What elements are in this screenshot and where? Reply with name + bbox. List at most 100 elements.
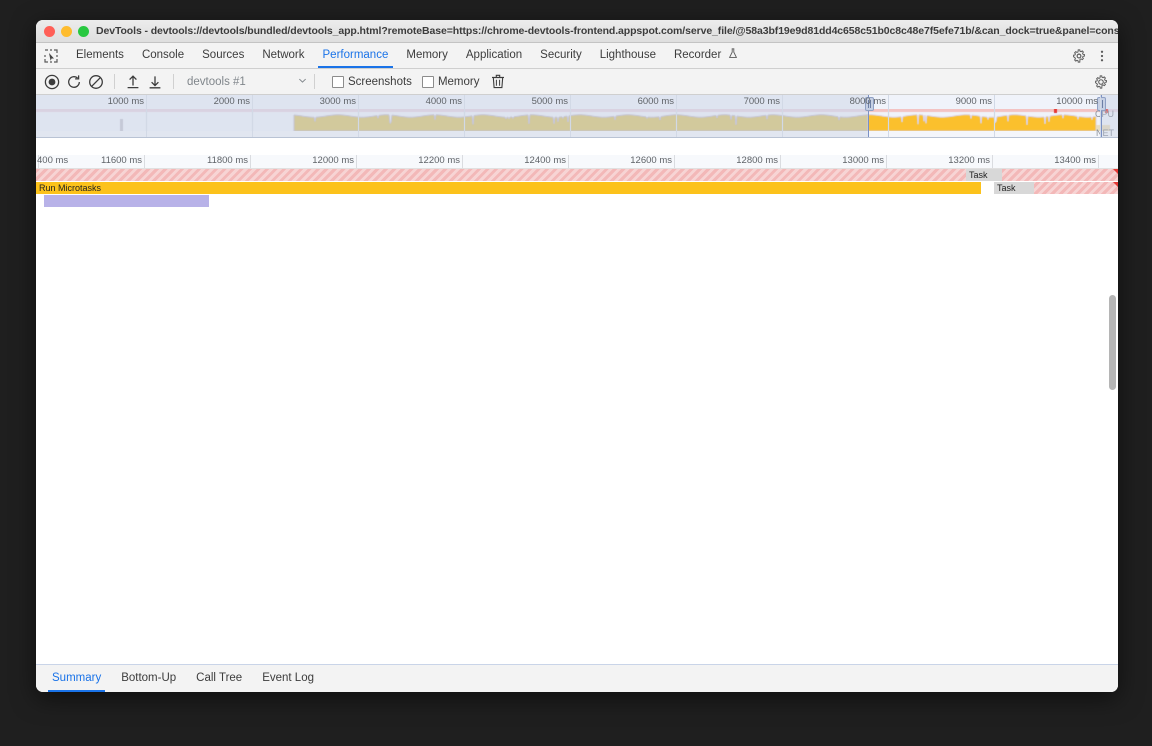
flame-ruler-tick-label: 12400 ms: [524, 155, 566, 166]
record-icon[interactable]: [41, 71, 63, 93]
flame-ruler-tick: 12600 ms: [630, 155, 675, 168]
flame-chart[interactable]: 400 ms 11600 ms 11800 ms 12000 ms 12200 ms 12…: [36, 155, 1118, 665]
flame-event-task-right-hatch[interactable]: [1002, 169, 1118, 181]
overview-tick: 3000 ms: [320, 95, 359, 137]
tab-recorder-label: Recorder: [673, 49, 722, 61]
memory-label: Memory: [437, 75, 480, 88]
tab-lighthouse-label: Lighthouse: [599, 49, 656, 61]
tab-call-tree[interactable]: Call Tree: [186, 665, 252, 692]
flame-event-task-gray[interactable]: Task: [966, 169, 1002, 181]
overview-tick: 7000 ms: [744, 95, 783, 137]
window-titlebar: DevTools - devtools://devtools/bundled/d…: [36, 20, 1118, 43]
tab-summary[interactable]: Summary: [42, 665, 111, 692]
tab-event-log[interactable]: Event Log: [252, 665, 324, 692]
capture-settings-gear-icon[interactable]: [1090, 71, 1118, 93]
tab-bottom-up-label: Bottom-Up: [121, 672, 177, 684]
flame-ruler-tick: 12200 ms: [418, 155, 463, 168]
overview-tick-label: 5000 ms: [531, 96, 568, 107]
overview-net-track: [36, 131, 1118, 137]
flame-chart-row: [36, 195, 1118, 208]
more-vertical-icon[interactable]: [1092, 46, 1112, 66]
overview-tick-label: 4000 ms: [425, 96, 462, 107]
flame-event-task-left[interactable]: [36, 169, 976, 181]
overview-tick-label: 10000 ms: [1056, 96, 1098, 107]
overview-tick-label: 6000 ms: [637, 96, 674, 107]
tab-elements[interactable]: Elements: [67, 43, 133, 68]
profile-select[interactable]: devtools #1: [187, 76, 307, 88]
overview-tick: 9000 ms: [956, 95, 995, 137]
tab-network-label: Network: [262, 49, 305, 61]
upload-profile-icon[interactable]: [122, 71, 144, 93]
flame-ruler-tick-label: 13000 ms: [842, 155, 884, 166]
tab-performance-label: Performance: [322, 49, 389, 61]
performance-toolbar: devtools #1 Screenshots Memory: [36, 69, 1118, 95]
flame-ruler-tick-label: 13400 ms: [1054, 155, 1096, 166]
flame-ruler-tick-label: 11800 ms: [206, 155, 248, 166]
memory-checkbox-box: [421, 75, 434, 88]
tab-network[interactable]: Network: [253, 43, 313, 68]
flame-ruler-tick: 11800 ms: [207, 155, 251, 168]
tab-call-tree-label: Call Tree: [196, 672, 243, 684]
flame-ruler-tick: 13200 ms: [948, 155, 993, 168]
clear-icon[interactable]: [85, 71, 107, 93]
flame-ruler-tick: 12000 ms: [312, 155, 357, 168]
tab-console[interactable]: Console: [133, 43, 193, 68]
gear-icon[interactable]: [1069, 46, 1089, 66]
tab-performance[interactable]: Performance: [314, 43, 398, 68]
flame-chart-ruler: 400 ms 11600 ms 11800 ms 12000 ms 12200 ms 12…: [36, 155, 1118, 169]
reload-record-icon[interactable]: [63, 71, 85, 93]
trash-icon[interactable]: [487, 71, 509, 93]
overview-tick: 4000 ms: [426, 95, 465, 137]
overview-resize-handle-left[interactable]: [865, 97, 874, 111]
overview-tick-label: 3000 ms: [319, 96, 356, 107]
tab-event-log-label: Event Log: [262, 672, 314, 684]
tab-bottom-up[interactable]: Bottom-Up: [111, 665, 186, 692]
toolbar-divider-3: [314, 74, 315, 89]
zoom-window-button[interactable]: [78, 26, 89, 37]
overview-tick-label: 2000 ms: [213, 96, 250, 107]
tab-memory[interactable]: Memory: [397, 43, 457, 68]
tab-memory-label: Memory: [406, 49, 448, 61]
memory-checkbox[interactable]: Memory: [421, 75, 480, 88]
flame-event-run-microtasks[interactable]: Run Microtasks: [36, 182, 981, 195]
tab-security[interactable]: Security: [531, 43, 591, 68]
flame-ruler-tick-label: 400 ms: [37, 155, 69, 166]
overview-cpu-graph: [36, 109, 1118, 131]
overview-net-label: NET: [1096, 128, 1114, 138]
download-profile-icon[interactable]: [144, 71, 166, 93]
details-tabbar: Summary Bottom-Up Call Tree Event Log: [36, 664, 1118, 692]
tab-application[interactable]: Application: [457, 43, 531, 68]
flame-ruler-tick-label: 12200 ms: [418, 155, 460, 166]
chevron-down-icon: [298, 76, 307, 88]
timeline-overview[interactable]: CPU NET 1000 ms 2000 ms 3000 ms 4000 ms 5000…: [36, 95, 1118, 138]
flame-chart-row: Run Microtasks Task: [36, 182, 1118, 195]
tab-security-label: Security: [540, 49, 582, 61]
flame-ruler-tick: 400 ms: [37, 155, 68, 168]
overview-tick-label: 1000 ms: [107, 96, 144, 107]
tabstrip-actions: [1069, 46, 1118, 66]
overview-tick: 2000 ms: [214, 95, 253, 137]
flame-event-task-right-label[interactable]: Task: [994, 182, 1034, 195]
flame-chart-canvas[interactable]: Task Run Microtasks Task: [36, 169, 1118, 665]
screenshots-checkbox-box: [332, 75, 344, 88]
tab-lighthouse[interactable]: Lighthouse: [591, 43, 665, 68]
overview-resize-handle-right[interactable]: [1097, 97, 1106, 111]
tab-recorder[interactable]: Recorder: [665, 43, 747, 68]
tab-sources[interactable]: Sources: [193, 43, 253, 68]
devtools-tabstrip: Elements Console Sources Network Perform…: [36, 43, 1118, 69]
flame-ruler-tick-label: 12000 ms: [312, 155, 354, 166]
close-window-button[interactable]: [44, 26, 55, 37]
overview-tick: 5000 ms: [532, 95, 571, 137]
screenshots-checkbox[interactable]: Screenshots: [332, 75, 412, 88]
inspect-element-icon[interactable]: [43, 48, 59, 64]
long-task-warning-triangle-2: [1113, 182, 1118, 188]
flame-chart-scrollbar[interactable]: [1109, 295, 1116, 390]
overview-selection-window[interactable]: [868, 95, 1102, 137]
flame-event[interactable]: [44, 195, 209, 208]
flame-ruler-tick-label: 12800 ms: [736, 155, 778, 166]
overview-tick: 8000 ms: [850, 95, 889, 137]
minimize-window-button[interactable]: [61, 26, 72, 37]
overview-tick-label: 7000 ms: [743, 96, 780, 107]
devtools-window: DevTools - devtools://devtools/bundled/d…: [36, 20, 1118, 692]
